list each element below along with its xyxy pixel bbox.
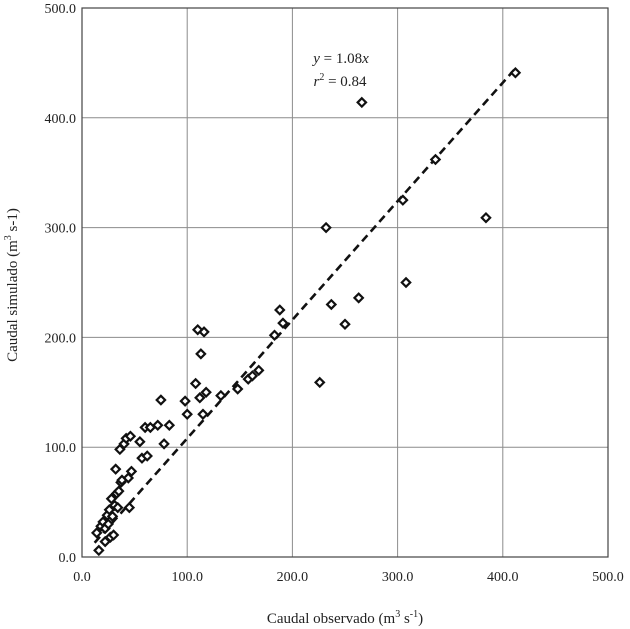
data-point: [320, 221, 332, 234]
x-tick-labels: 0.0 100.0 200.0 300.0 400.0 500.0: [73, 570, 624, 585]
x-tick-label: 300.0: [382, 570, 414, 585]
data-point: [356, 96, 368, 109]
y-tick-label: 0.0: [59, 551, 77, 566]
data-point: [215, 389, 227, 402]
data-point: [313, 376, 326, 389]
data-points: [90, 67, 522, 557]
x-axis-title: Caudal observado (m3 s-1): [267, 609, 423, 627]
data-point: [158, 438, 170, 450]
x-tick-label: 200.0: [277, 570, 309, 585]
data-point: [181, 408, 193, 421]
regression-line: [93, 67, 517, 544]
data-point: [429, 153, 442, 166]
data-point: [189, 377, 202, 390]
data-point: [194, 392, 206, 404]
data-point: [252, 364, 265, 377]
data-point: [268, 329, 281, 341]
data-point: [124, 430, 137, 442]
data-point: [509, 67, 522, 79]
data-point: [141, 450, 153, 462]
y-tick-label: 300.0: [45, 222, 77, 237]
x-tick-label: 100.0: [171, 570, 203, 585]
data-point: [198, 326, 210, 338]
y-axis-title: Caudal simulado (m3 s-1): [3, 208, 21, 362]
x-tick-label: 400.0: [487, 570, 519, 585]
data-point: [123, 501, 136, 514]
x-tick-label: 500.0: [592, 570, 624, 585]
data-point: [155, 394, 167, 406]
data-point: [197, 408, 209, 421]
data-point: [195, 348, 207, 360]
x-tick-label: 0.0: [73, 570, 91, 585]
data-point: [179, 395, 191, 407]
data-point: [125, 465, 138, 478]
data-point: [397, 194, 409, 206]
y-tick-label: 400.0: [45, 112, 77, 127]
data-point: [102, 518, 115, 530]
data-point: [107, 529, 120, 541]
data-point: [480, 211, 492, 224]
y-tick-labels: 0.0 100.0 200.0 300.0 400.0 500.0: [45, 2, 77, 566]
plot-frame: [81, 7, 609, 558]
data-point: [112, 501, 124, 514]
data-point: [231, 383, 244, 395]
data-point: [113, 485, 125, 497]
data-point: [277, 317, 289, 329]
data-point: [93, 544, 105, 557]
y-tick-label: 200.0: [45, 331, 77, 346]
data-point: [163, 419, 176, 431]
data-point: [134, 435, 146, 448]
data-point: [274, 304, 286, 316]
data-point: [352, 292, 365, 304]
data-point: [90, 527, 103, 539]
data-point: [151, 419, 164, 431]
r-squared-label: r2 = 0.84: [313, 72, 367, 90]
y-tick-label: 500.0: [45, 2, 77, 17]
data-point: [106, 510, 119, 523]
data-point: [339, 318, 351, 330]
y-tick-label: 100.0: [45, 441, 77, 456]
data-point: [200, 386, 212, 399]
regression-equation: y = 1.08x: [311, 51, 369, 67]
data-point: [191, 323, 204, 336]
data-point: [246, 370, 259, 382]
data-point: [325, 298, 338, 311]
data-point: [400, 276, 412, 289]
data-point: [109, 463, 122, 475]
grid-lines: [81, 7, 609, 558]
